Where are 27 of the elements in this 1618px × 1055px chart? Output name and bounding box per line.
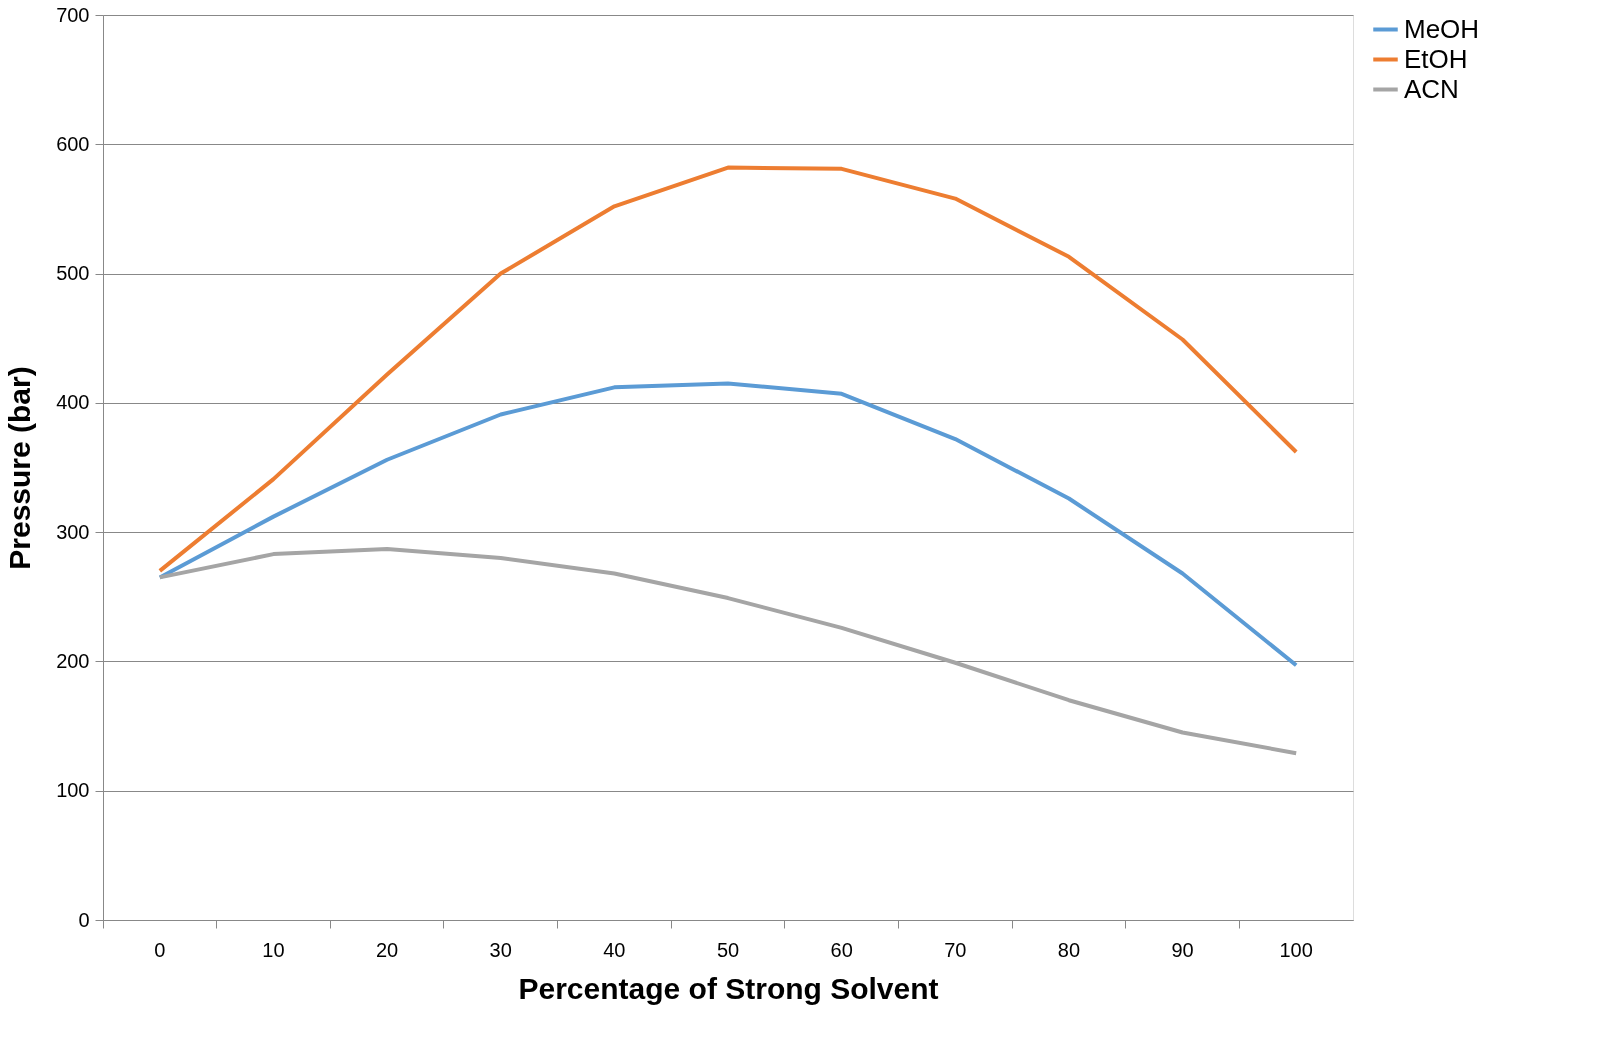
x-tick-label: 100 xyxy=(1279,938,1313,961)
x-tick-label: 80 xyxy=(1057,938,1081,961)
x-tick-label: 60 xyxy=(830,938,853,961)
y-tick-label: 300 xyxy=(56,520,90,543)
y-tick-label: 600 xyxy=(56,132,90,155)
y-tick-label: 500 xyxy=(56,262,90,285)
line-series xyxy=(157,381,1299,668)
x-tick-label: 20 xyxy=(375,938,399,961)
y-tick-label: 0 xyxy=(78,908,90,931)
y-tick-label: 700 xyxy=(56,3,90,26)
y-axis-title: Pressure (bar) xyxy=(3,366,37,570)
x-tick-label: 40 xyxy=(603,938,626,961)
x-tick-label: 0 xyxy=(154,938,166,961)
x-tick-label: 30 xyxy=(489,938,512,961)
legend-label: MeOH xyxy=(1404,13,1480,44)
x-tick-label: 10 xyxy=(262,938,285,961)
line-series xyxy=(157,165,1299,573)
x-tick-label: 90 xyxy=(1171,938,1194,961)
line-series xyxy=(157,546,1299,756)
y-tick-label: 100 xyxy=(56,779,90,802)
y-tick-label: 400 xyxy=(56,391,90,414)
y-tick-label: 200 xyxy=(56,649,90,672)
legend-label: EtOH xyxy=(1404,43,1468,74)
x-tick-label: 50 xyxy=(716,938,740,961)
x-tick-label: 70 xyxy=(944,938,967,961)
legend-label: ACN xyxy=(1404,73,1459,104)
x-axis-title: Percentage of Strong Solvent xyxy=(518,971,939,1005)
